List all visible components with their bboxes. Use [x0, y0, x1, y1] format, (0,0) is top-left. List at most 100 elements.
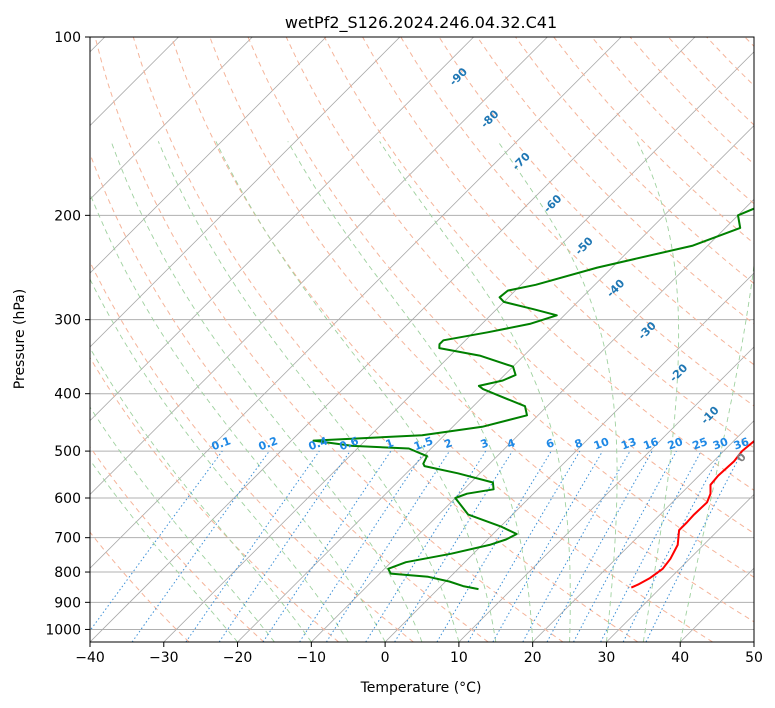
- mixing-ratio-label: 30: [711, 435, 730, 453]
- mixing-ratio-line: [394, 450, 513, 642]
- moist-adiabat: [90, 192, 386, 642]
- dry-adiabat: [132, 37, 639, 642]
- isotherm: [753, 641, 754, 642]
- mixing-ratio-label: 36: [732, 435, 751, 453]
- mixing-ratio-label: 25: [691, 435, 710, 452]
- mixing-ratio-label: 16: [642, 435, 661, 453]
- dry-adiabat: [515, 37, 754, 285]
- isotherm: [458, 346, 754, 642]
- pressure-gridlines: [90, 37, 754, 630]
- isotherm: [384, 272, 754, 642]
- x-tick-label: 40: [671, 650, 689, 666]
- mixing-ratio-label: 0.4: [307, 434, 330, 453]
- dry-adiabat: [90, 531, 190, 642]
- plot-area: [90, 37, 754, 642]
- mixing-ratio-label: 1: [384, 436, 396, 451]
- sounding-profiles: [312, 207, 754, 591]
- x-tick-label: 30: [598, 650, 616, 666]
- moist-adiabat: [287, 141, 534, 642]
- isotherm: [90, 37, 401, 348]
- dry-adiabat: [94, 37, 564, 642]
- dry-adiabat: [171, 37, 713, 642]
- y-tick-label: 700: [54, 531, 81, 547]
- mixing-ratio-line: [522, 450, 631, 642]
- y-tick-label: 900: [54, 595, 81, 611]
- dry-adiabat: [247, 37, 754, 578]
- moist-adiabat: [90, 347, 312, 642]
- mixing-ratio-line: [90, 450, 223, 632]
- mixing-ratio-label: 4: [505, 436, 517, 451]
- mixing-ratio-line: [546, 450, 653, 642]
- y-tick-label: 800: [54, 565, 81, 581]
- y-tick-label: 1000: [45, 622, 81, 638]
- y-tick-label: 200: [54, 208, 81, 224]
- mixing-ratio-label: 0.1: [210, 434, 233, 453]
- x-tick-label: 10: [450, 650, 468, 666]
- mixing-ratio-line: [262, 450, 392, 642]
- mixing-ratio-label: 20: [666, 435, 685, 453]
- dry-adiabat: [476, 37, 754, 325]
- y-axis-label: Pressure (hPa): [12, 289, 28, 389]
- x-tick-label: −40: [75, 650, 105, 666]
- mixing-ratio-label: 1.5: [412, 434, 435, 453]
- mixing-ratio-label: 0.6: [338, 434, 361, 453]
- moist-adiabat: [679, 261, 754, 642]
- dry-adiabat: [90, 356, 339, 642]
- mixing-ratio-line: [299, 450, 426, 642]
- isotherm: [90, 37, 474, 422]
- isotherm: [90, 37, 327, 274]
- y-tick-label: 100: [54, 30, 81, 46]
- isotherm: [237, 124, 754, 642]
- x-tick-label: 20: [524, 650, 542, 666]
- isotherm: [90, 37, 253, 200]
- plot-background: [90, 37, 754, 642]
- mixing-ratio-label: 10: [592, 435, 611, 453]
- dry-adiabat: [90, 260, 414, 642]
- dry-adiabat: [400, 37, 754, 407]
- isotherm: [606, 493, 754, 642]
- moist-adiabat: [110, 141, 423, 642]
- mixing-ratio-line: [645, 450, 743, 642]
- moist-adiabats: [90, 141, 754, 642]
- x-tick-label: −30: [149, 650, 179, 666]
- mixing-ratio-label: 6: [544, 436, 556, 451]
- dry-adiabat: [90, 152, 489, 642]
- moist-adiabat: [497, 141, 618, 642]
- dry-adiabats: [90, 37, 754, 642]
- isotherm: [163, 51, 754, 642]
- chart-title: wetPf2_S126.2024.246.04.32.C41: [285, 13, 557, 33]
- x-tick-label: 50: [745, 650, 763, 666]
- x-tick-label: −20: [223, 650, 253, 666]
- dry-adiabat: [209, 37, 754, 623]
- mixing-ratio-line: [185, 450, 320, 642]
- isotherm: [532, 420, 754, 642]
- moist-adiabat: [215, 141, 497, 642]
- mixing-ratio-label: 0.2: [257, 434, 280, 453]
- mixing-ratio-line: [218, 450, 351, 642]
- moist-adiabat: [636, 141, 680, 642]
- mixing-ratio-lines: [90, 450, 743, 642]
- y-tick-label: 300: [54, 313, 81, 329]
- mixing-ratio-label: 8: [573, 436, 585, 451]
- y-tick-label: 500: [54, 444, 81, 460]
- x-tick-label: 0: [381, 650, 390, 666]
- mixing-ratio-line: [325, 450, 450, 642]
- x-tick-label: −10: [297, 650, 327, 666]
- x-axis-label: Temperature (°C): [360, 680, 482, 696]
- moist-adiabat: [157, 141, 460, 642]
- moist-adiabat: [379, 141, 571, 642]
- plot-frame: [89, 36, 755, 643]
- y-axis: 100 200 300 400 500 600 700 800 900 1000: [45, 30, 90, 638]
- isotherm: [90, 37, 548, 496]
- sounding-series-line: [630, 439, 754, 589]
- mixing-ratio-label: 13: [619, 435, 638, 452]
- isotherm: [90, 37, 622, 569]
- sounding-series-line: [312, 207, 754, 591]
- mixing-ratio-line: [131, 450, 270, 642]
- y-tick-label: 600: [54, 491, 81, 507]
- mixing-ratio-label: 3: [479, 436, 491, 451]
- x-axis: −40 −30 −20 −10 0 10 20 30 40 50: [75, 642, 763, 666]
- y-tick-label: 400: [54, 387, 81, 403]
- moist-adiabat: [90, 278, 349, 642]
- mixing-ratio-line: [573, 450, 677, 642]
